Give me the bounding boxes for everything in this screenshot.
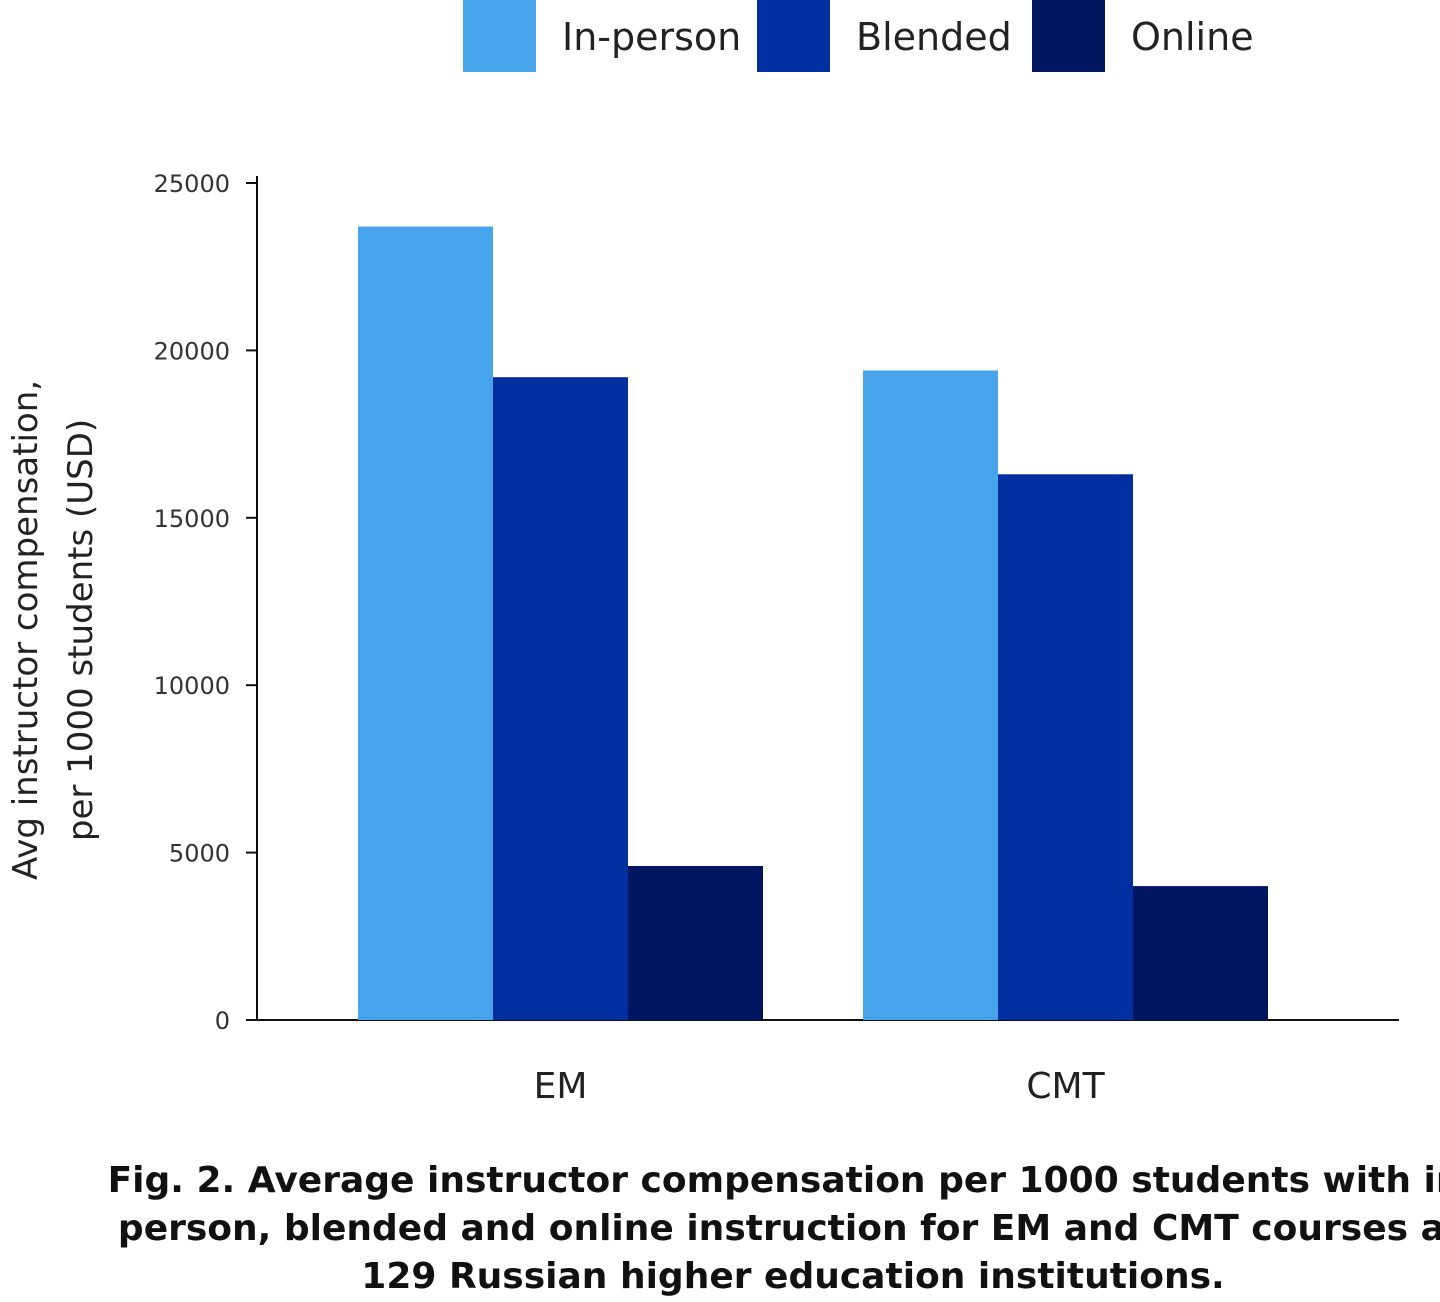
x-category-label: CMT bbox=[1026, 1066, 1105, 1107]
y-tick-label: 15000 bbox=[154, 505, 230, 533]
caption-line-3: 129 Russian higher education institution… bbox=[361, 1256, 1224, 1297]
y-axis-label-line-1: Avg instructor compensation, bbox=[6, 380, 46, 880]
x-category-label: EM bbox=[534, 1066, 588, 1107]
caption-line-1: Fig. 2. Average instructor compensation … bbox=[108, 1160, 1440, 1201]
legend-swatch-in-person bbox=[463, 0, 536, 72]
bar-em-blended bbox=[493, 377, 628, 1021]
legend: In-person Blended Online bbox=[463, 0, 1254, 72]
bars bbox=[358, 226, 1268, 1021]
bar-cmt-blended bbox=[998, 474, 1133, 1020]
y-tick-label: 0 bbox=[215, 1007, 230, 1035]
caption-line-2: person, blended and online instruction f… bbox=[118, 1208, 1440, 1249]
bar-em-online bbox=[628, 865, 763, 1020]
y-axis: 0 5000 10000 15000 20000 25000 bbox=[154, 170, 258, 1035]
legend-label-online: Online bbox=[1131, 15, 1254, 59]
bar-cmt-online bbox=[1133, 886, 1268, 1020]
legend-swatch-online bbox=[1032, 0, 1105, 72]
y-tick-label: 5000 bbox=[169, 840, 230, 868]
bar-em-in-person bbox=[358, 226, 493, 1021]
y-tick-label: 25000 bbox=[154, 170, 230, 198]
legend-label-blended: Blended bbox=[856, 15, 1012, 59]
y-tick-label: 10000 bbox=[154, 672, 230, 700]
x-axis-labels: EM CMT bbox=[534, 1066, 1106, 1107]
y-tick-label: 20000 bbox=[154, 337, 230, 365]
legend-swatch-blended bbox=[757, 0, 830, 72]
y-axis-label-line-2: per 1000 students (USD) bbox=[61, 419, 101, 841]
legend-label-in-person: In-person bbox=[562, 15, 741, 59]
bar-cmt-in-person bbox=[863, 370, 998, 1020]
